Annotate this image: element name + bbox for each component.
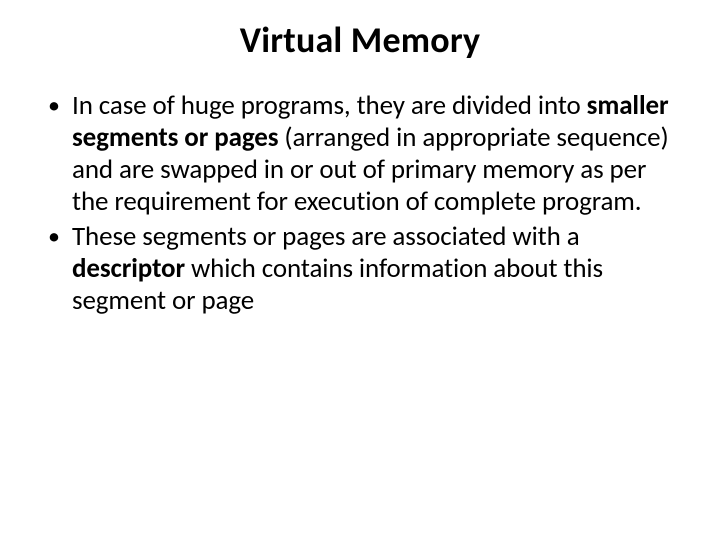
bullet-item: In case of huge programs, they are divid… xyxy=(44,90,670,217)
bullet-text-pre: In case of huge programs, they are divid… xyxy=(72,89,587,122)
bullet-text-pre: These segments or pages are associated w… xyxy=(72,220,580,253)
bullet-text-bold: descriptor xyxy=(72,252,191,285)
slide-title: Virtual Memory xyxy=(40,18,680,62)
slide: Virtual Memory In case of huge programs,… xyxy=(0,0,720,540)
bullet-list: In case of huge programs, they are divid… xyxy=(40,90,680,317)
bullet-item: These segments or pages are associated w… xyxy=(44,221,670,317)
